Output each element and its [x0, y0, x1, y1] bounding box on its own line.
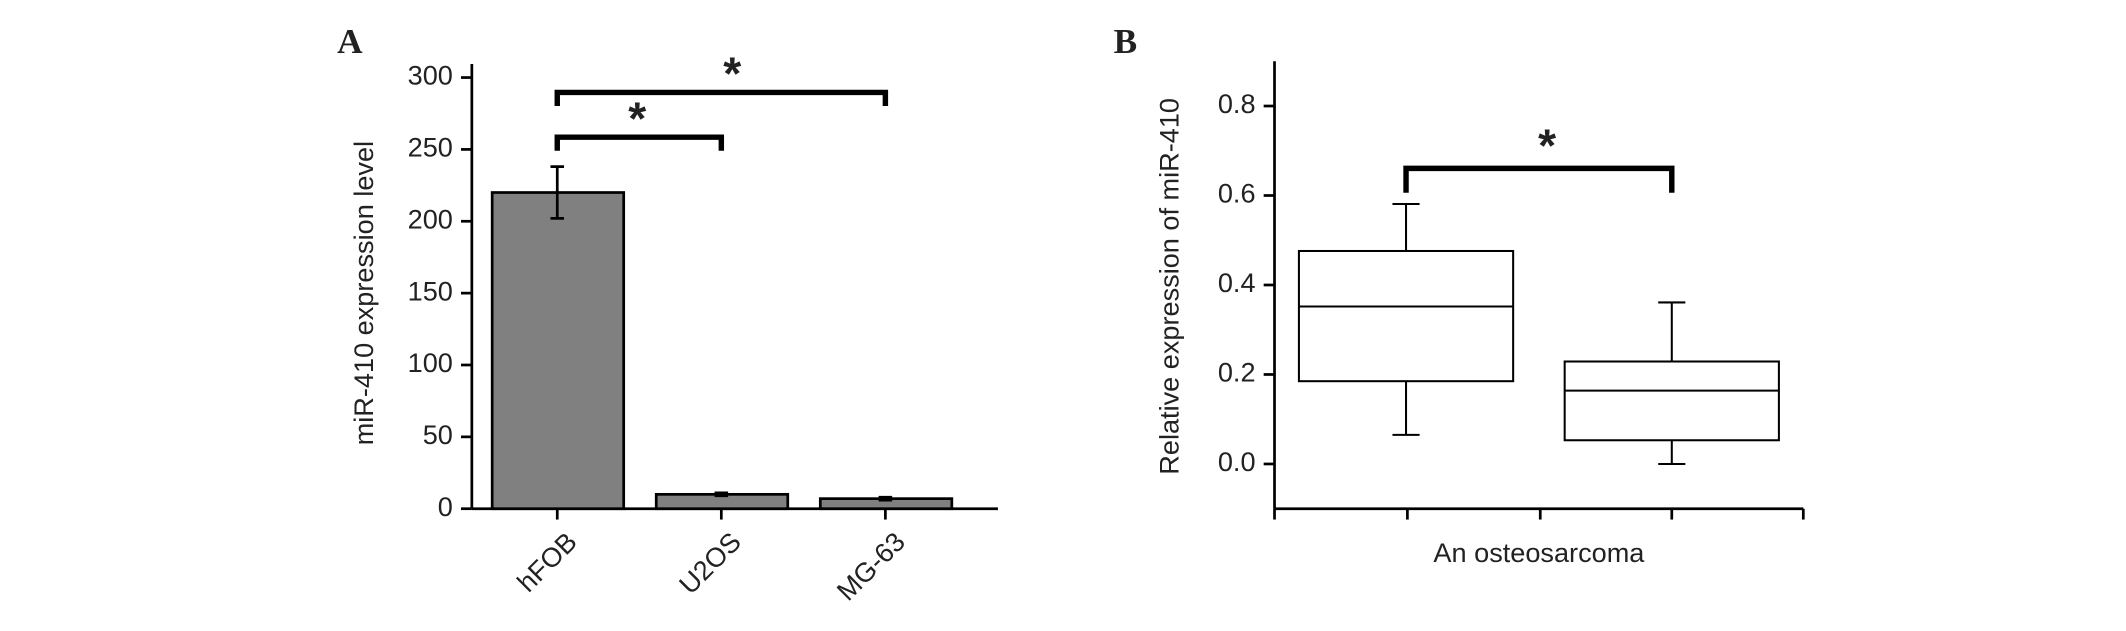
bar [490, 191, 626, 511]
y-tick-label: 0.4 [1218, 267, 1256, 298]
significance-bracket [1403, 165, 1675, 193]
significance-label: * [723, 48, 741, 100]
significance-bracket [554, 89, 889, 107]
y-tick-label: 0.6 [1218, 178, 1256, 209]
y-axis-label: miR-410 expression level [348, 141, 379, 445]
significance-bracket [554, 134, 725, 151]
significance-label: * [1538, 120, 1556, 172]
error-bar [878, 495, 893, 502]
box [1563, 360, 1780, 442]
panel-label: A [337, 22, 363, 61]
y-tick-label: 0.8 [1218, 88, 1256, 119]
y-tick-label: 200 [408, 203, 453, 234]
x-axis-label: An osteosarcoma [1433, 537, 1645, 568]
panel-label: B [1114, 22, 1138, 61]
y-tick-label: 100 [408, 347, 453, 378]
y-tick-label: 0 [438, 491, 453, 522]
y-tick-label: 150 [408, 275, 453, 306]
box [1297, 249, 1515, 383]
x-tick-label: hFOB [511, 526, 583, 598]
x-tick-label: MG-63 [830, 526, 911, 607]
error-bar [714, 491, 729, 498]
y-tick-label: 300 [408, 60, 453, 91]
y-tick-label: 0.2 [1218, 357, 1256, 388]
significance-label: * [628, 92, 646, 144]
y-tick-label: 0.0 [1218, 446, 1256, 477]
x-tick-label: U2OS [673, 526, 747, 600]
y-tick-label: 50 [423, 419, 453, 450]
y-tick-label: 250 [408, 132, 453, 163]
y-axis-label: Relative expression of miR-410 [1154, 98, 1185, 475]
error-bar [550, 165, 565, 220]
